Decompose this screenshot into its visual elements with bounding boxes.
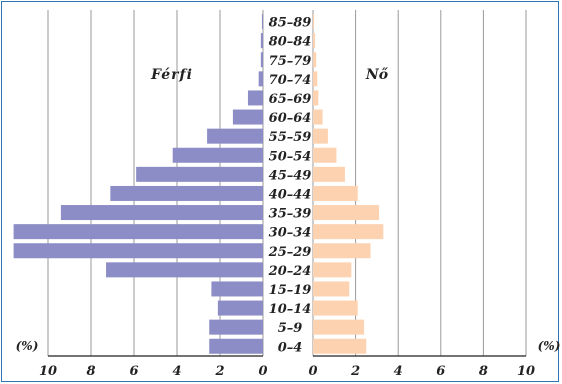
bar-male-0–4 (209, 338, 263, 354)
bar-male-50–54 (172, 147, 263, 163)
bar-male-65–69 (247, 90, 263, 106)
bar-female-55–59 (313, 128, 328, 144)
age-label-75–79: 75–79 (269, 54, 312, 69)
bar-female-30–34 (313, 224, 384, 240)
age-label-80–84: 80–84 (269, 35, 312, 50)
bar-male-70–74 (258, 71, 263, 87)
bar-male-35–39 (60, 205, 264, 221)
age-label-35–39: 35–39 (269, 207, 312, 222)
tick-left-6: 6 (129, 364, 138, 379)
bar-female-0–4 (313, 338, 367, 354)
age-label-65–69: 65–69 (269, 92, 312, 107)
bar-female-40–44 (313, 185, 358, 201)
unit-label-left: (%) (16, 339, 39, 353)
series-label-female: Nő (365, 67, 389, 83)
bar-female-35–39 (313, 205, 380, 221)
bar-male-55–59 (207, 128, 263, 144)
bar-female-45–49 (313, 166, 345, 182)
age-label-20–24: 20–24 (268, 264, 312, 279)
tick-right-4: 4 (394, 364, 403, 379)
age-label-25–29: 25–29 (268, 245, 312, 260)
bar-female-60–64 (313, 109, 323, 125)
age-label-40–44: 40–44 (269, 187, 312, 202)
age-label-85–89: 85–89 (269, 16, 312, 31)
unit-label-right: (%) (538, 339, 561, 353)
bar-female-65–69 (313, 90, 319, 106)
age-label-10–14: 10–14 (269, 302, 312, 317)
tick-left-2: 2 (214, 364, 224, 379)
age-label-70–74: 70–74 (269, 73, 312, 88)
bar-male-10–14 (217, 300, 263, 316)
bar-male-75–79 (260, 52, 263, 68)
tick-right-8: 8 (479, 364, 488, 379)
bar-male-85–89 (261, 14, 263, 30)
bar-male-20–24 (106, 262, 263, 278)
bar-female-80–84 (313, 33, 316, 49)
age-label-60–64: 60–64 (269, 111, 312, 126)
tick-left-10: 10 (39, 364, 57, 379)
tick-right-10: 10 (517, 364, 535, 379)
bar-female-85–89 (313, 14, 315, 30)
bar-female-15–19 (313, 281, 350, 297)
tick-right-6: 6 (436, 364, 445, 379)
series-label-male: Férfi (150, 67, 193, 83)
bar-female-70–74 (313, 71, 318, 87)
age-label-5–9: 5–9 (278, 321, 303, 336)
bar-male-30–34 (13, 224, 263, 240)
bar-female-25–29 (313, 243, 371, 259)
age-label-55–59: 55–59 (269, 130, 312, 145)
bar-female-10–14 (313, 300, 358, 316)
age-label-30–34: 30–34 (269, 226, 312, 241)
bar-female-5–9 (313, 319, 365, 335)
age-label-15–19: 15–19 (269, 283, 312, 298)
bar-female-75–79 (313, 52, 317, 68)
bar-male-60–64 (232, 109, 263, 125)
age-label-50–54: 50–54 (269, 149, 312, 164)
bar-male-80–84 (260, 33, 263, 49)
age-label-45–49: 45–49 (269, 168, 312, 183)
bar-male-45–49 (136, 166, 263, 182)
bar-male-40–44 (110, 185, 263, 201)
age-label-0–4: 0–4 (278, 340, 303, 355)
bar-male-25–29 (13, 243, 263, 259)
tick-right-2: 2 (350, 364, 360, 379)
bar-female-50–54 (313, 147, 337, 163)
tick-left-4: 4 (172, 364, 181, 379)
bar-male-5–9 (209, 319, 263, 335)
tick-right-0: 0 (308, 364, 317, 379)
tick-left-8: 8 (86, 364, 95, 379)
tick-left-0: 0 (258, 364, 267, 379)
bar-female-20–24 (313, 262, 352, 278)
bar-male-15–19 (211, 281, 263, 297)
